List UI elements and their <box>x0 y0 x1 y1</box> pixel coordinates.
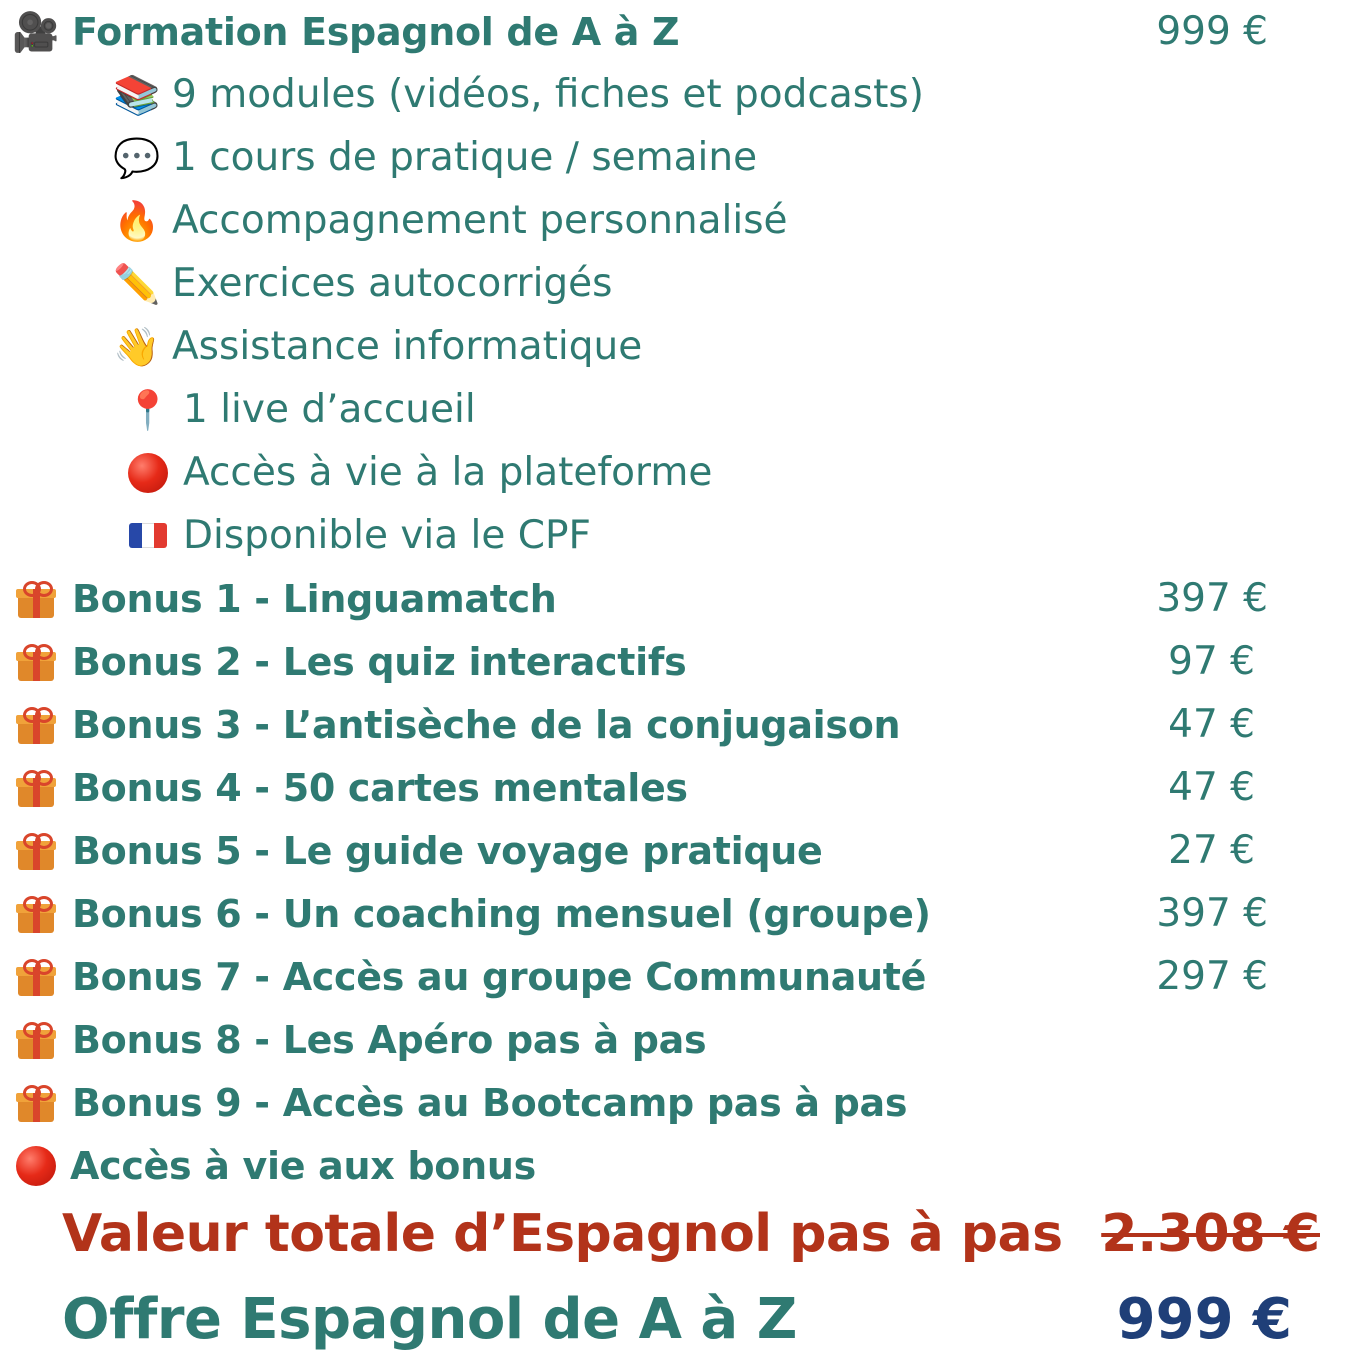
bonus-price: 47 € <box>1168 702 1255 747</box>
books-icon: 📚 <box>113 72 161 117</box>
feature-label: Disponible via le CPF <box>183 513 591 558</box>
bonus-price: 397 € <box>1156 891 1268 936</box>
main-item-row: 🎥 Formation Espagnol de A à Z 999 € <box>0 0 1350 63</box>
pushpin-icon: 📍 <box>124 387 172 432</box>
bonus-price: 97 € <box>1168 639 1255 684</box>
bonus-row: Bonus 9 - Accès au Bootcamp pas à pas <box>0 1071 1350 1134</box>
red-circle-icon <box>126 451 170 495</box>
bonus-price: 297 € <box>1156 954 1268 999</box>
pencil-icon: ✏️ <box>113 261 161 306</box>
gift-icon <box>14 766 58 810</box>
gift-icon <box>14 1081 58 1125</box>
gift-icon <box>14 1018 58 1062</box>
gift-icon <box>14 577 58 621</box>
feature-label: Assistance informatique <box>172 324 643 369</box>
feature-label: Accompagnement personnalisé <box>172 198 788 243</box>
feature-row: ✏️ Exercices autocorrigés <box>0 252 1350 315</box>
gift-icon <box>14 829 58 873</box>
feature-row: Accès à vie à la plateforme <box>0 441 1350 504</box>
bonus-row: Bonus 8 - Les Apéro pas à pas <box>0 1008 1350 1071</box>
feature-label: Exercices autocorrigés <box>172 261 613 306</box>
bonus-row: Bonus 6 - Un coaching mensuel (groupe) 3… <box>0 882 1350 945</box>
bonus-price: 47 € <box>1168 765 1255 810</box>
bonus-row: Bonus 7 - Accès au groupe Communauté 297… <box>0 945 1350 1008</box>
lifetime-bonus-label: Accès à vie aux bonus <box>70 1143 536 1188</box>
bonus-row: Bonus 5 - Le guide voyage pratique 27 € <box>0 819 1350 882</box>
gift-icon <box>14 955 58 999</box>
total-value-price: 2.308 € <box>1101 1204 1320 1264</box>
main-item-label: Formation Espagnol de A à Z <box>72 9 680 54</box>
feature-row: Disponible via le CPF <box>0 504 1350 567</box>
bonus-label: Bonus 4 - 50 cartes mentales <box>72 765 688 810</box>
bonus-row: Bonus 2 - Les quiz interactifs 97 € <box>0 630 1350 693</box>
movie-camera-icon: 🎥 <box>12 9 60 54</box>
bonus-price: 397 € <box>1156 576 1268 621</box>
french-flag-icon <box>126 514 170 558</box>
feature-label: 1 cours de pratique / semaine <box>172 135 758 180</box>
feature-label: Accès à vie à la plateforme <box>183 450 713 495</box>
total-value-label: Valeur totale d’Espagnol pas à pas <box>62 1204 1063 1264</box>
bonus-row: Bonus 3 - L’antisèche de la conjugaison … <box>0 693 1350 756</box>
bonus-label: Bonus 1 - Linguamatch <box>72 576 557 621</box>
main-item-price: 999 € <box>1156 9 1268 54</box>
lifetime-bonus-row: Accès à vie aux bonus <box>0 1134 1350 1197</box>
red-circle-icon <box>14 1144 58 1188</box>
feature-row: 👋 Assistance informatique <box>0 315 1350 378</box>
offer-price: 999 € <box>1116 1287 1292 1352</box>
gift-icon <box>14 640 58 684</box>
speech-bubble-icon: 💬 <box>113 135 161 180</box>
feature-label: 1 live d’accueil <box>183 387 476 432</box>
bonus-label: Bonus 6 - Un coaching mensuel (groupe) <box>72 891 931 936</box>
gift-icon <box>14 892 58 936</box>
bonus-label: Bonus 2 - Les quiz interactifs <box>72 639 687 684</box>
feature-label: 9 modules (vidéos, fiches et podcasts) <box>172 72 924 117</box>
bonus-label: Bonus 5 - Le guide voyage pratique <box>72 828 823 873</box>
bonus-label: Bonus 8 - Les Apéro pas à pas <box>72 1017 707 1062</box>
feature-row: 💬 1 cours de pratique / semaine <box>0 126 1350 189</box>
bonus-price: 27 € <box>1168 828 1255 873</box>
waving-hand-icon: 👋 <box>113 324 161 369</box>
offer-label: Offre Espagnol de A à Z <box>62 1287 797 1352</box>
bonus-label: Bonus 9 - Accès au Bootcamp pas à pas <box>72 1080 908 1125</box>
bonus-label: Bonus 7 - Accès au groupe Communauté <box>72 954 927 999</box>
gift-icon <box>14 703 58 747</box>
feature-row: 📚 9 modules (vidéos, fiches et podcasts) <box>0 63 1350 126</box>
feature-row: 📍 1 live d’accueil <box>0 378 1350 441</box>
fire-icon: 🔥 <box>113 198 161 243</box>
feature-row: 🔥 Accompagnement personnalisé <box>0 189 1350 252</box>
bonus-row: Bonus 1 - Linguamatch 397 € <box>0 567 1350 630</box>
bonus-label: Bonus 3 - L’antisèche de la conjugaison <box>72 702 901 747</box>
bonus-row: Bonus 4 - 50 cartes mentales 47 € <box>0 756 1350 819</box>
